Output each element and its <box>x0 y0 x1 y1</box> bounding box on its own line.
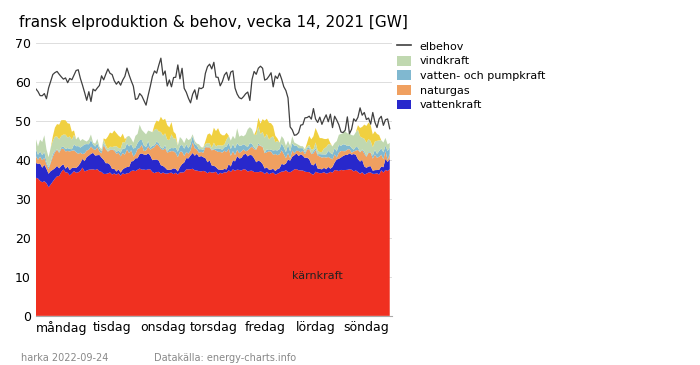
Text: harka 2022-09-24: harka 2022-09-24 <box>21 353 108 363</box>
Text: Datakälla: energy-charts.info: Datakälla: energy-charts.info <box>154 353 296 363</box>
Legend: elbehov, vindkraft, vatten- och pumpkraft, naturgas, vattenkraft: elbehov, vindkraft, vatten- och pumpkraf… <box>398 41 545 110</box>
Text: kärnkraft: kärnkraft <box>292 272 343 281</box>
Title: fransk elproduktion & behov, vecka 14, 2021 [GW]: fransk elproduktion & behov, vecka 14, 2… <box>20 15 408 30</box>
